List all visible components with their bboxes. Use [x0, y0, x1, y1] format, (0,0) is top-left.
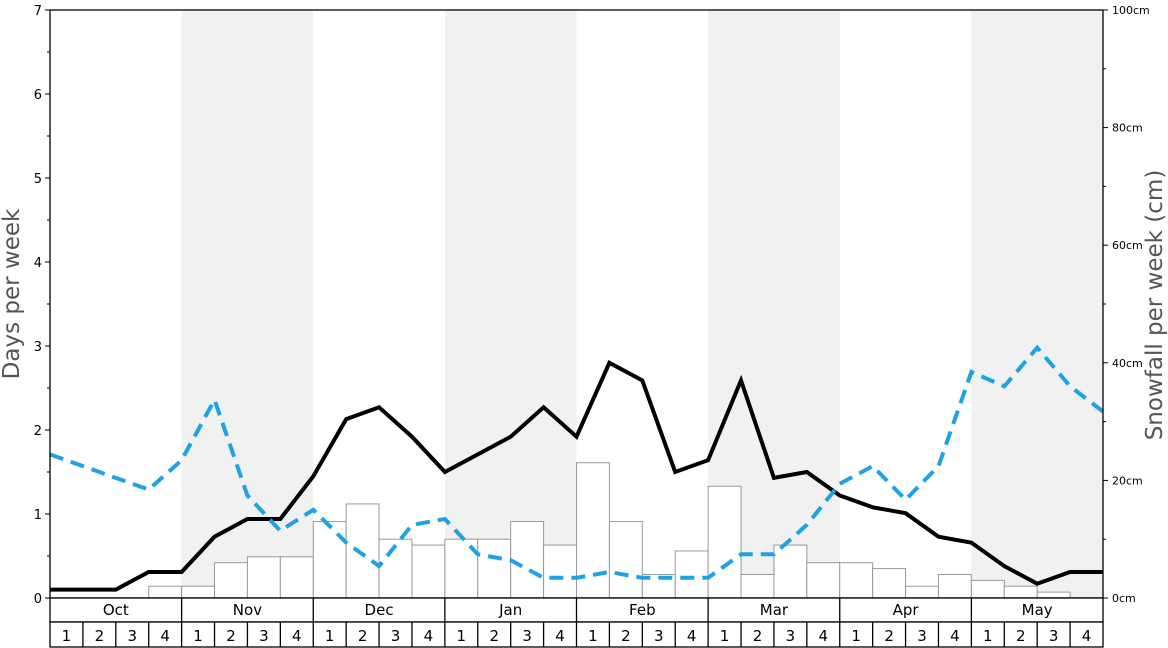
- week-label: 3: [259, 627, 269, 645]
- week-label: 3: [391, 627, 401, 645]
- snowfall-bar: [378, 538, 413, 599]
- week-label: 4: [819, 627, 829, 645]
- right-tick-label: 40cm: [1112, 357, 1143, 370]
- dashed-series-line: [49, 344, 1105, 580]
- snowfall-bar: [937, 573, 972, 599]
- left-tick-label: 1: [34, 508, 42, 523]
- week-label: 3: [786, 627, 796, 645]
- right-tick-label: 0cm: [1112, 592, 1136, 605]
- month-label-mar: Mar: [760, 601, 789, 619]
- snowfall-bar: [477, 538, 512, 599]
- week-label: 2: [226, 627, 236, 645]
- snowfall-bar: [674, 550, 709, 599]
- week-label: 1: [720, 627, 730, 645]
- week-label: 4: [292, 627, 302, 645]
- left-tick-label: 7: [34, 4, 42, 19]
- week-label: 1: [588, 627, 598, 645]
- right-tick-label: 20cm: [1112, 474, 1143, 487]
- week-label: 2: [753, 627, 763, 645]
- snowfall-bar: [345, 503, 380, 599]
- snowfall-bar: [510, 521, 545, 599]
- month-bands: [181, 10, 1103, 598]
- snowfall-bar: [608, 521, 643, 599]
- week-label: 3: [127, 627, 137, 645]
- week-label: 1: [851, 627, 861, 645]
- left-tick-label: 0: [34, 592, 42, 607]
- week-label: 4: [555, 627, 565, 645]
- snowfall-bar: [839, 562, 874, 599]
- week-label: 2: [358, 627, 368, 645]
- right-tick-label: 80cm: [1112, 122, 1143, 135]
- week-label: 4: [687, 627, 697, 645]
- snowfall-bar: [1036, 591, 1071, 599]
- week-label: 2: [95, 627, 105, 645]
- snowfall-bar: [279, 556, 314, 599]
- left-axis: 0 1 2 3 4 5 6 7: [34, 4, 50, 607]
- week-label: 4: [160, 627, 170, 645]
- week-label: 2: [489, 627, 499, 645]
- week-label: 3: [1049, 627, 1059, 645]
- month-label-may: May: [1022, 601, 1053, 619]
- month-label-apr: Apr: [893, 601, 920, 619]
- snowfall-bar: [312, 521, 347, 599]
- right-axis-title: Snowfall per week (cm): [1142, 170, 1168, 441]
- snowfall-bar: [543, 544, 577, 599]
- week-label: 3: [522, 627, 532, 645]
- day-lines: [49, 344, 1105, 592]
- month-label-nov: Nov: [233, 601, 262, 619]
- month-label-oct: Oct: [103, 601, 129, 619]
- snowfall-bar: [905, 585, 939, 599]
- snowfall-bar: [148, 585, 183, 599]
- month-band-nov: [181, 10, 314, 598]
- week-label: 3: [654, 627, 664, 645]
- snowfall-bar: [806, 562, 841, 599]
- snowfall-bar: [246, 556, 281, 599]
- left-tick-label: 6: [34, 88, 42, 103]
- week-label: 4: [424, 627, 434, 645]
- week-label: 1: [983, 627, 993, 645]
- week-label: 2: [621, 627, 631, 645]
- left-tick-label: 5: [34, 172, 42, 187]
- snowfall-bar: [970, 579, 1005, 599]
- week-label: 2: [884, 627, 894, 645]
- month-label-jan: Jan: [498, 601, 522, 619]
- left-tick-label: 4: [34, 256, 42, 271]
- snowfall-bar: [740, 573, 775, 599]
- week-label: 3: [917, 627, 927, 645]
- week-label: 1: [457, 627, 467, 645]
- month-band-may: [971, 10, 1103, 598]
- week-label: 1: [325, 627, 335, 645]
- week-row: 1 2 3 4 1 2 3 4 1 2 3 4 1 2 3 4 1 2 3 4 1 2 3 4 1 2 3 4 1 2 3 4: [49, 621, 1104, 648]
- snowfall-bar: [181, 585, 216, 599]
- week-label: 1: [62, 627, 72, 645]
- solid-series-line: [50, 360, 1103, 592]
- month-band-jan: [444, 10, 577, 598]
- month-label-feb: Feb: [629, 601, 656, 619]
- week-label: 1: [193, 627, 203, 645]
- right-axis: 0cm 20cm 40cm 60cm 80cm 100cm: [1103, 4, 1150, 605]
- left-axis-title: Days per week: [0, 208, 25, 379]
- week-label: 2: [1016, 627, 1026, 645]
- snowfall-bar: [1003, 585, 1038, 599]
- snowfall-bar: [872, 568, 907, 599]
- month-label-dec: Dec: [365, 601, 394, 619]
- right-tick-label: 100cm: [1112, 4, 1150, 17]
- snowfall-bar: [214, 562, 248, 599]
- week-label: 4: [950, 627, 960, 645]
- snowfall-bar: [773, 544, 808, 599]
- week-label: 4: [1082, 627, 1092, 645]
- month-row: Oct Nov Dec Jan Feb Mar Apr May: [49, 597, 1104, 623]
- snowfall-bar: [707, 485, 742, 599]
- left-tick-label: 2: [34, 424, 42, 439]
- left-tick-label: 3: [34, 340, 42, 355]
- right-tick-label: 60cm: [1112, 239, 1143, 252]
- snowfall-bar: [411, 544, 446, 599]
